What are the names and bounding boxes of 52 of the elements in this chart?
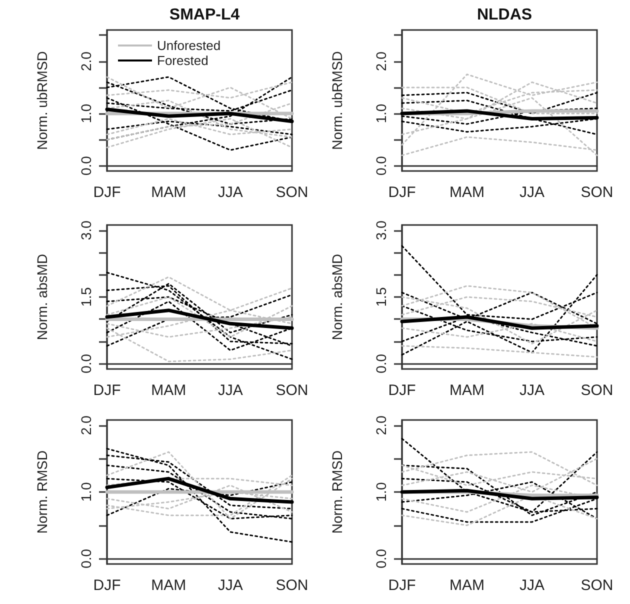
y-axis-title: Norm. RMSD bbox=[34, 450, 50, 534]
y-tick-label: 1.0 bbox=[78, 482, 94, 502]
x-tick-label: SON bbox=[276, 184, 308, 201]
y-axis-title: Norm. absMD bbox=[34, 254, 50, 340]
y-tick-label: 0.0 bbox=[373, 548, 389, 568]
x-tick-label: DJF bbox=[93, 577, 121, 594]
x-tick-label: DJF bbox=[388, 382, 416, 399]
x-tick-label: MAM bbox=[151, 184, 186, 201]
y-tick-label: 1.5 bbox=[373, 287, 389, 307]
y-tick-label: 1.0 bbox=[78, 104, 94, 124]
x-tick-label: MAM bbox=[151, 577, 186, 594]
x-tick-label: DJF bbox=[93, 382, 121, 399]
x-tick-label: SON bbox=[276, 577, 308, 594]
x-tick-label: MAM bbox=[151, 382, 186, 399]
y-axis-title: Norm. ubRMSD bbox=[34, 51, 50, 150]
y-tick-label: 0.0 bbox=[373, 354, 389, 374]
y-tick-label: 3.0 bbox=[373, 220, 389, 240]
x-tick-label: JJA bbox=[218, 382, 243, 399]
y-tick-label: 3.0 bbox=[78, 220, 94, 240]
y-tick-label: 0.0 bbox=[78, 548, 94, 568]
y-tick-label: 0.0 bbox=[78, 354, 94, 374]
chart-title: SMAP-L4 bbox=[169, 6, 240, 24]
y-tick-label: 2.0 bbox=[373, 51, 389, 72]
x-tick-label: SON bbox=[580, 184, 614, 201]
legend-label: Forested bbox=[157, 53, 208, 68]
x-tick-label: SON bbox=[580, 577, 614, 594]
y-tick-label: 2.0 bbox=[78, 51, 94, 72]
x-tick-label: DJF bbox=[388, 577, 416, 594]
x-tick-label: MAM bbox=[450, 382, 484, 399]
chart-title: NLDAS bbox=[476, 6, 532, 24]
x-tick-label: JJA bbox=[519, 577, 545, 594]
y-tick-label: 0.0 bbox=[373, 156, 389, 176]
y-tick-label: 2.0 bbox=[373, 415, 389, 436]
y-tick-label: 1.0 bbox=[373, 104, 389, 124]
y-tick-label: 0.0 bbox=[78, 156, 94, 176]
legend-label: Unforested bbox=[157, 38, 221, 53]
x-tick-label: DJF bbox=[93, 184, 121, 201]
x-tick-label: JJA bbox=[519, 382, 545, 399]
x-tick-label: JJA bbox=[519, 184, 545, 201]
x-tick-label: JJA bbox=[218, 184, 243, 201]
y-axis-title: Norm. RMSD bbox=[329, 450, 345, 534]
y-tick-label: 1.5 bbox=[78, 287, 94, 307]
x-tick-label: MAM bbox=[450, 184, 484, 201]
y-axis-title: Norm. ubRMSD bbox=[329, 51, 345, 150]
x-tick-label: SON bbox=[276, 382, 308, 399]
x-tick-label: JJA bbox=[218, 577, 243, 594]
y-tick-label: 2.0 bbox=[78, 415, 94, 436]
y-axis-title: Norm. absMD bbox=[329, 254, 345, 340]
x-tick-label: SON bbox=[580, 382, 614, 399]
y-tick-label: 1.0 bbox=[373, 482, 389, 502]
x-tick-label: MAM bbox=[450, 577, 484, 594]
x-tick-label: DJF bbox=[388, 184, 416, 201]
